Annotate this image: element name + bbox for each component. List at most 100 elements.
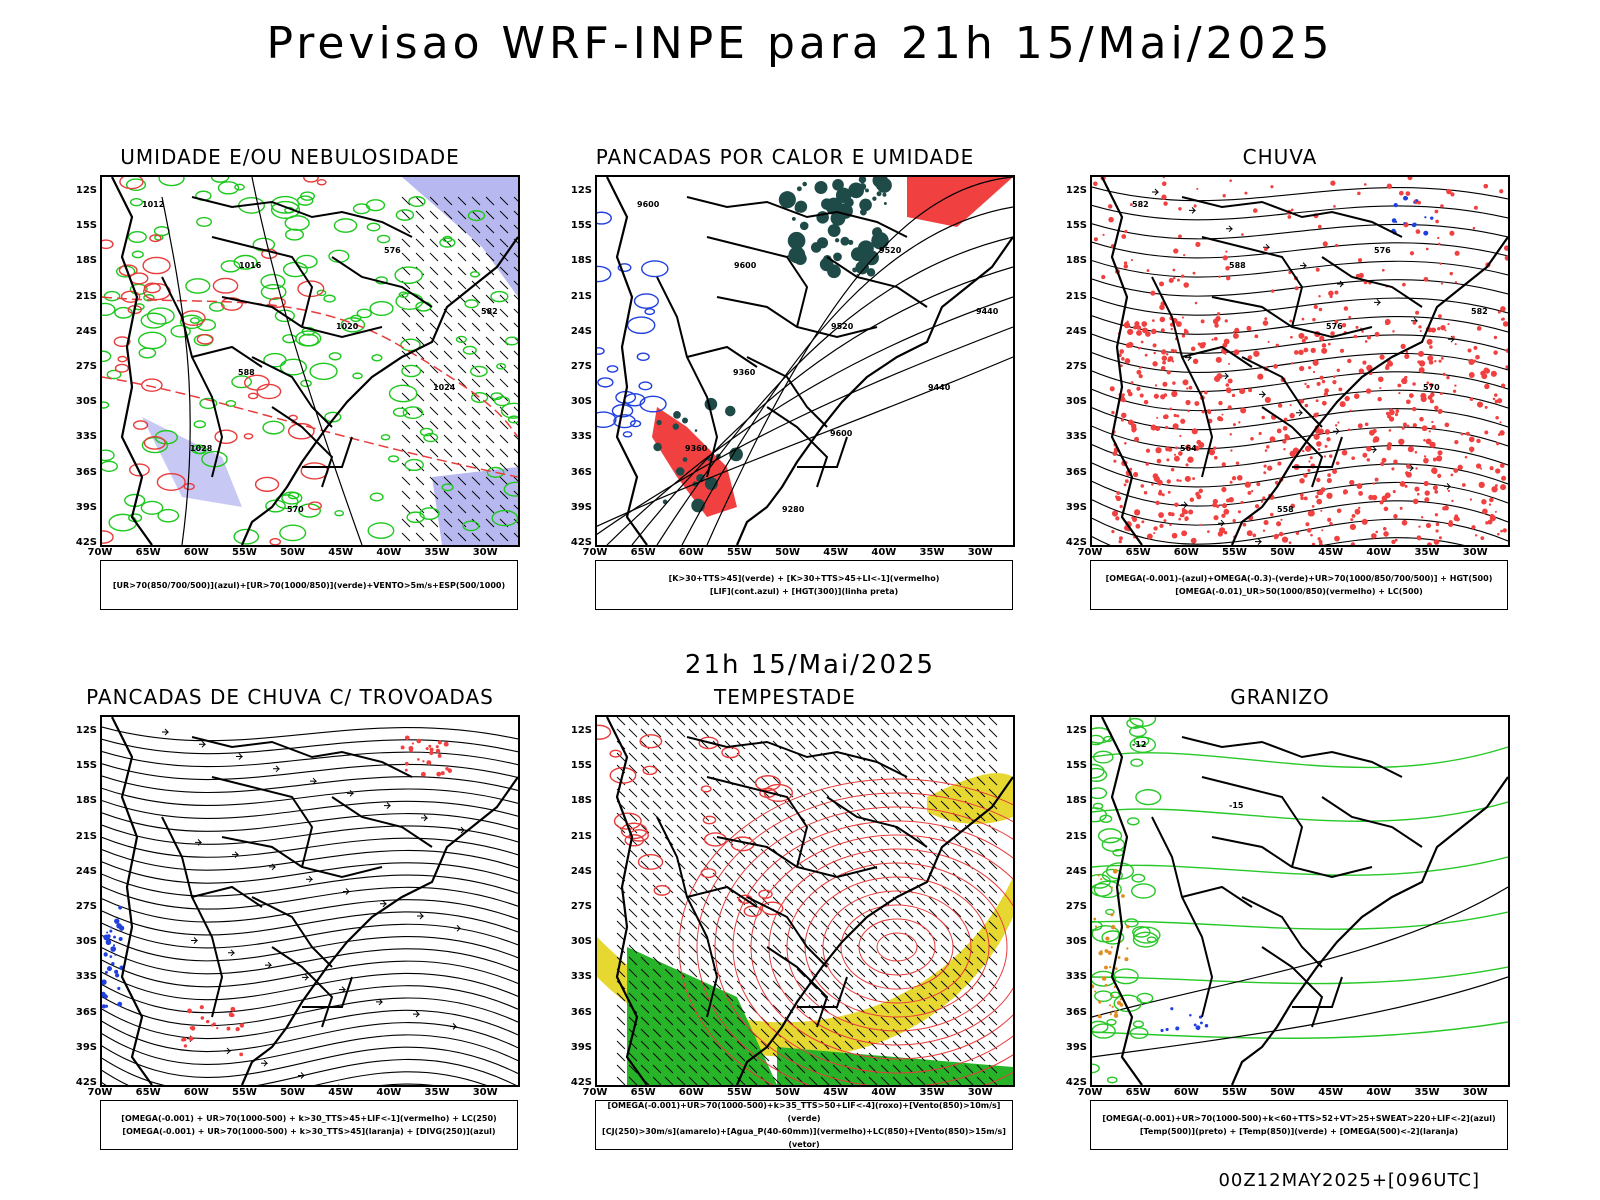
valid-time-title: 21h 15/Mai/2025 [684, 650, 936, 680]
lon-tick-label: 65W [1125, 547, 1151, 558]
lon-tick-label: 50W [280, 1087, 306, 1098]
lat-tick-label: 33S [1065, 431, 1087, 443]
lat-tick-label: 21S [1065, 290, 1087, 302]
map-graphic [102, 717, 518, 1085]
contour-label: 1012 [142, 200, 164, 209]
map-plot: 9600 9600 9520 9440 9360 9280 9520 9440 9360 9600 [595, 175, 1015, 547]
contour-label: 1020 [336, 322, 359, 331]
lat-tick-label: 36S [570, 1006, 592, 1018]
lon-tick-label: 35W [424, 1087, 450, 1098]
lat-tick-label: 12S [75, 725, 97, 736]
lat-tick-label: 36S [75, 1006, 97, 1018]
lat-tick-label: 27S [1065, 901, 1087, 912]
lon-tick-label: 65W [135, 1087, 161, 1098]
contour-label: 9440 [928, 383, 951, 392]
lat-tick-label: 30S [1065, 936, 1087, 948]
legend-line: [OMEGA(-0.01)_UR>50(1000/850)(vermelho) … [1175, 587, 1423, 596]
map-panel: CHUVA 582 588 576 570 564 558 576 582 12S 15S 18S 21… [1040, 145, 1520, 625]
lon-tick-label: 70W [582, 1087, 608, 1098]
map-graphic: 9600 9600 9520 9440 9360 9280 9520 9440 9360 9600 [597, 177, 1013, 545]
lon-tick-label: 70W [1077, 547, 1103, 558]
legend-line: [OMEGA(-0.001) + UR>70(1000-500) + k>30_… [122, 1127, 496, 1136]
lat-tick-label: 21S [1065, 830, 1087, 842]
lat-tick-label: 27S [570, 901, 592, 912]
lon-tick-label: 40W [1366, 547, 1392, 558]
contour-label: 9360 [685, 444, 708, 453]
lat-tick-label: 21S [570, 290, 592, 302]
panel-legend: [OMEGA(-0.001)-(azul)+OMEGA(-0.3)-(verde… [1090, 560, 1508, 610]
contour-label: 9600 [637, 200, 660, 209]
legend-line: [OMEGA(-0.001) + UR>70(1000-500) + k>30_… [121, 1114, 497, 1123]
lon-tick-label: 70W [1077, 1087, 1103, 1098]
legend-line: [Temp(500)](preto) + [Temp(850)](verde) … [1139, 1127, 1459, 1136]
lat-tick-label: 15S [1065, 220, 1087, 232]
lat-tick-label: 39S [75, 501, 97, 513]
lon-tick-label: 60W [678, 1087, 704, 1098]
lat-tick-label: 42S [1065, 1077, 1087, 1088]
map-panel: PANCADAS DE CHUVA C/ TROVOADAS 12S 15S 18S 2… [50, 685, 530, 1165]
lon-tick-label: 30W [472, 547, 498, 558]
lon-tick-label: 50W [280, 547, 306, 558]
lat-tick-label: 27S [75, 361, 97, 372]
lon-tick-label: 50W [775, 1087, 801, 1098]
lat-tick-label: 33S [570, 971, 592, 983]
contour-label: 9520 [831, 322, 854, 331]
contour-label: 1016 [239, 261, 262, 270]
lat-tick-label: 27S [570, 361, 592, 372]
lon-tick-label: 30W [1462, 1087, 1488, 1098]
legend-line: [OMEGA(-0.001)+UR>70(1000-500)+k>35_TTS>… [607, 1101, 1001, 1123]
panel-title: GRANIZO [1230, 685, 1330, 709]
contour-label: 9520 [879, 246, 902, 255]
contour-label: 576 [384, 246, 401, 255]
map-graphic: 1012 1016 1020 1024 1028 570 576 582 588 [102, 177, 518, 545]
lon-tick-label: 55W [726, 547, 752, 558]
lat-tick-label: 27S [75, 901, 97, 912]
lat-tick-label: 33S [75, 971, 97, 983]
lon-tick-label: 45W [1318, 1087, 1344, 1098]
lon-tick-label: 40W [871, 547, 897, 558]
lon-tick-label: 45W [823, 1087, 849, 1098]
lon-tick-label: 35W [1414, 1087, 1440, 1098]
lon-tick-label: 40W [871, 1087, 897, 1098]
lon-tick-label: 70W [87, 547, 113, 558]
lat-tick-label: 15S [570, 220, 592, 232]
map-graphic [597, 717, 1013, 1085]
lon-tick-label: 65W [135, 547, 161, 558]
legend-line: [OMEGA(-0.001)-(azul)+OMEGA(-0.3)-(verde… [1105, 574, 1493, 583]
lon-tick-label: 50W [1270, 1087, 1296, 1098]
lon-tick-label: 55W [1221, 1087, 1247, 1098]
panel-title: UMIDADE E/OU NEBULOSIDADE [120, 145, 460, 169]
lon-tick-label: 40W [1366, 1087, 1392, 1098]
lon-tick-label: 50W [1270, 547, 1296, 558]
lat-tick-label: 18S [75, 795, 97, 807]
lat-tick-label: 24S [1065, 865, 1087, 877]
lat-tick-label: 36S [1065, 1006, 1087, 1018]
lat-tick-label: 15S [570, 760, 592, 772]
contour-label: 9280 [782, 505, 805, 514]
map-panel: UMIDADE E/OU NEBULOSIDADE 1012 1016 1020 102… [50, 145, 530, 625]
contour-label: 1024 [433, 383, 456, 392]
lon-tick-label: 40W [376, 547, 402, 558]
lon-tick-label: 65W [630, 1087, 656, 1098]
lat-tick-label: 42S [75, 1077, 97, 1088]
lon-tick-label: 60W [1173, 547, 1199, 558]
lat-tick-label: 33S [570, 431, 592, 443]
lat-tick-label: 21S [75, 290, 97, 302]
panel-title: PANCADAS DE CHUVA C/ TROVOADAS [86, 685, 494, 709]
lat-tick-label: 24S [75, 865, 97, 877]
lat-tick-label: 36S [1065, 466, 1087, 478]
lat-tick-label: 24S [75, 325, 97, 337]
lon-tick-label: 65W [630, 547, 656, 558]
map-plot: 1012 1016 1020 1024 1028 570 576 582 588 [100, 175, 520, 547]
panel-legend: [UR>70(850/700/500)](azul)+[UR>70(1000/8… [100, 560, 518, 610]
lon-tick-label: 60W [183, 1087, 209, 1098]
lat-tick-label: 39S [75, 1041, 97, 1053]
contour-label: 570 [287, 505, 304, 514]
lon-tick-label: 30W [967, 547, 993, 558]
lat-tick-label: 12S [570, 185, 592, 196]
lat-tick-label: 27S [1065, 361, 1087, 372]
lat-tick-label: 12S [1065, 725, 1087, 736]
lat-tick-label: 18S [570, 795, 592, 807]
lat-tick-label: 30S [1065, 396, 1087, 408]
lat-tick-label: 18S [75, 255, 97, 267]
